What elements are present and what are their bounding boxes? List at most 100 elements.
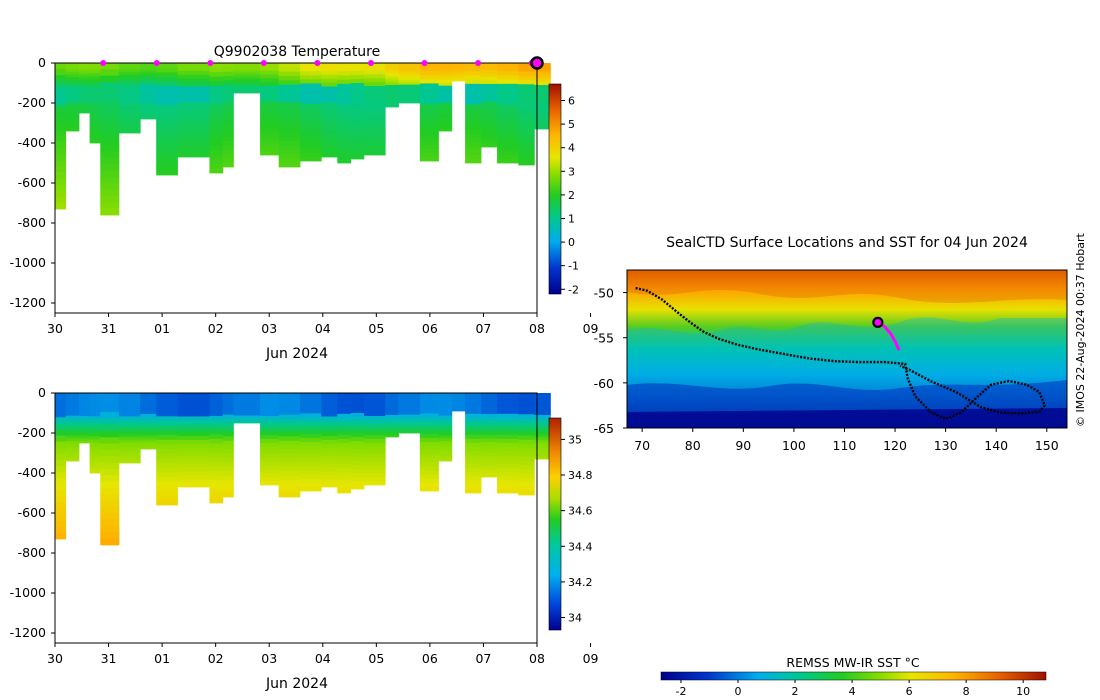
salinity-cell [100, 418, 120, 426]
salinity-cell [233, 395, 261, 398]
salinity-cell [385, 420, 399, 423]
salinity-cell [518, 473, 535, 479]
temperature-cell [534, 65, 551, 69]
salinity-cell [350, 409, 365, 414]
salinity-cell [481, 424, 498, 429]
temperature-cell [209, 63, 224, 68]
salinity-cell [465, 468, 482, 473]
salinity-cell [260, 477, 280, 482]
temperature-cell [140, 86, 157, 90]
temperature-cell [518, 92, 535, 98]
temperature-cell [419, 79, 439, 84]
salinity-cell [222, 393, 234, 398]
salinity-cell [89, 446, 101, 451]
map-y-tick-label: -55 [594, 331, 614, 346]
temperature-cell [299, 144, 322, 150]
temperature-cell [55, 75, 67, 82]
temperature-cell [385, 72, 399, 75]
salinity-cell [451, 408, 466, 410]
temperature-cell [278, 128, 301, 133]
salinity-cell [398, 393, 421, 396]
temperature-cell [65, 88, 80, 92]
temperature-cell [481, 112, 498, 116]
temperature-cell [177, 90, 210, 95]
salinity-cell [481, 473, 498, 478]
salinity-cell [398, 421, 421, 424]
salinity-cell [497, 443, 519, 448]
salinity-cell [350, 405, 365, 410]
salinity-cell [481, 438, 498, 443]
temperature-cell [363, 139, 386, 144]
temperature-cell [100, 158, 120, 165]
salinity-cell [398, 399, 421, 402]
temperature-cell [518, 71, 535, 77]
salinity-cell [419, 421, 439, 427]
salinity-cell [140, 414, 157, 417]
salinity-cell [321, 459, 338, 464]
temperature-cell [451, 72, 466, 74]
salinity-cell [222, 484, 234, 489]
temperature-cell [222, 141, 234, 146]
salinity-cell [337, 405, 351, 411]
temperature-cell [518, 126, 535, 132]
salinity-cell [337, 397, 351, 402]
temperature-cell [177, 133, 210, 138]
salinity-cell [260, 393, 280, 398]
salinity-cell [78, 395, 91, 398]
map-x-tick-label: 110 [833, 438, 857, 453]
salinity-cell [385, 409, 399, 412]
temperature-cell [534, 85, 551, 89]
salinity-x-tick-label: 30 [47, 651, 63, 666]
temperature-cell [363, 97, 386, 102]
temperature-cell [451, 79, 466, 81]
temperature-cell [438, 111, 453, 115]
temperature-cell [222, 136, 234, 142]
temperature-cell [100, 208, 120, 216]
temperature-cell [65, 97, 80, 101]
temperature-cell [118, 74, 141, 78]
temperature-cell [385, 75, 399, 79]
temperature-cell [337, 75, 351, 81]
temperature-cell [419, 95, 439, 101]
temperature-cell [118, 115, 141, 119]
salinity-cell [89, 396, 101, 401]
salinity-cell [337, 480, 351, 486]
temperature-cell [451, 77, 466, 79]
temperature-cell [321, 110, 338, 115]
sst-colorbar-tick-label: 2 [792, 685, 799, 698]
temperature-cell [299, 128, 322, 133]
salinity-cell [321, 408, 338, 413]
temperature-cell [118, 77, 141, 81]
temperature-cell [140, 63, 157, 66]
temperature-cell [140, 79, 157, 83]
temperature-cell [465, 158, 482, 164]
temperature-cell [222, 128, 234, 133]
sst-colorbar-tick-label: 6 [906, 685, 913, 698]
salinity-cell [321, 471, 338, 476]
temperature-cell [419, 63, 439, 68]
temperature-cell [209, 95, 224, 101]
temperature-cell [497, 117, 519, 122]
temperature-cell [350, 79, 365, 84]
salinity-cell [65, 393, 80, 397]
temperature-cell [518, 97, 535, 102]
salinity-cell [385, 426, 399, 429]
temperature-cell [438, 91, 453, 95]
salinity-cell [438, 424, 453, 428]
salinity-cell [465, 413, 482, 419]
temperature-cell [118, 71, 141, 76]
temperature-cell [89, 109, 101, 114]
temperature-y-axis: 0-200-400-600-800-1000-1200 [10, 55, 55, 310]
salinity-cell [321, 393, 338, 398]
salinity-cell [337, 468, 351, 473]
salinity-cell [222, 406, 234, 411]
temperature-cell [438, 108, 453, 112]
salinity-cell [534, 442, 551, 446]
salinity-cell [55, 514, 67, 522]
temperature-cell [278, 158, 301, 164]
temperature-cell [100, 164, 120, 172]
salinity-cell [299, 442, 322, 447]
temperature-cell [278, 63, 301, 68]
temperature-cell [363, 66, 386, 72]
salinity-cell [278, 462, 301, 468]
